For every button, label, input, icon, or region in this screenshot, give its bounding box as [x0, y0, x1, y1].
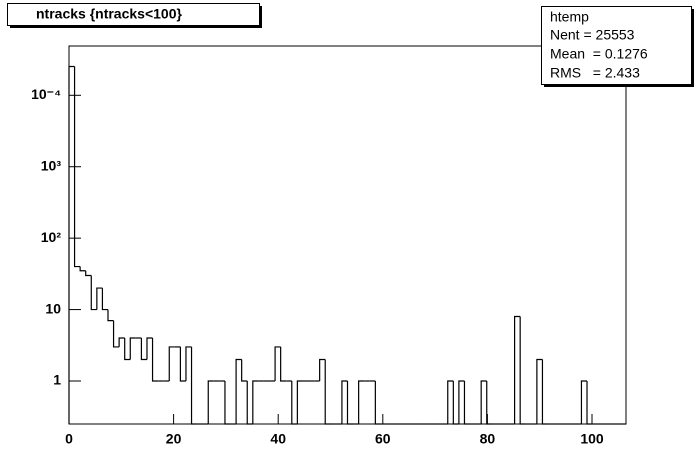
histogram-bin [541, 359, 549, 425]
histogram-bin [129, 337, 136, 360]
x-tick-label: 20 [166, 431, 182, 447]
histogram-bin [185, 346, 192, 381]
histogram-bin [151, 337, 159, 382]
histogram-bin [224, 380, 231, 425]
histogram-bin [79, 266, 86, 272]
histogram-bin [207, 380, 214, 424]
x-tick-label: 80 [480, 431, 496, 447]
histogram-bin [124, 337, 131, 361]
y-tick-label: 1 [53, 372, 61, 388]
stats-line: Mean = 0.1276 [550, 46, 648, 62]
histogram-bin [319, 358, 326, 381]
histogram-bin [101, 288, 108, 311]
y-tick-label: 10⁻⁴ [31, 86, 61, 102]
histogram-bin [252, 380, 259, 424]
histogram-bin [291, 380, 298, 425]
stats-name: htemp [550, 9, 589, 25]
histogram-bin [190, 346, 198, 425]
histogram-bin [146, 337, 153, 360]
histogram-bin [241, 359, 248, 382]
histogram-bin [514, 315, 521, 424]
histogram-bin [280, 346, 287, 382]
histogram-bin [296, 380, 303, 424]
x-tick-label: 0 [65, 431, 73, 447]
histogram-bin [179, 346, 186, 382]
histogram-bin [107, 309, 114, 322]
x-tick-label: 100 [580, 431, 604, 447]
histogram-bin [341, 380, 348, 424]
histogram-bin [96, 287, 103, 310]
histogram-bin [90, 275, 97, 311]
histogram-bin [358, 380, 365, 424]
y-tick-label: 10³ [41, 157, 62, 173]
y-tick-label: 10² [41, 229, 62, 245]
histogram-bin [480, 380, 487, 424]
histogram-bin [118, 337, 125, 347]
histogram-bin [346, 380, 354, 425]
histogram-bin [324, 359, 331, 425]
stats-line: Nent = 25553 [550, 27, 635, 43]
histogram-bin [73, 66, 81, 268]
histogram-bin [458, 380, 465, 424]
title-box [7, 3, 260, 26]
histogram-bin [235, 358, 242, 424]
x-tick-label: 40 [270, 431, 286, 447]
histogram-bin [536, 358, 543, 424]
histogram-bin [274, 346, 281, 381]
histogram-bin [580, 380, 588, 424]
histogram-bin [486, 380, 493, 425]
histogram-bin [519, 316, 526, 425]
histogram-bin [447, 380, 454, 424]
histogram-bin [68, 65, 75, 424]
histogram-bin [140, 337, 147, 361]
histogram-bin [586, 380, 593, 425]
histogram-bin [168, 346, 175, 381]
histogram-bin [452, 380, 459, 425]
histogram-bin [374, 380, 381, 425]
y-tick-label: 10 [45, 300, 61, 316]
x-tick-label: 60 [375, 431, 391, 447]
stats-box [541, 6, 692, 85]
histogram-bin [463, 380, 471, 425]
chart-title: ntracks {ntracks<100} [36, 6, 182, 22]
histogram-bin [112, 320, 120, 348]
histogram-bin [246, 380, 253, 425]
histogram-bin [85, 270, 92, 277]
stats-line: RMS = 2.433 [550, 65, 640, 81]
